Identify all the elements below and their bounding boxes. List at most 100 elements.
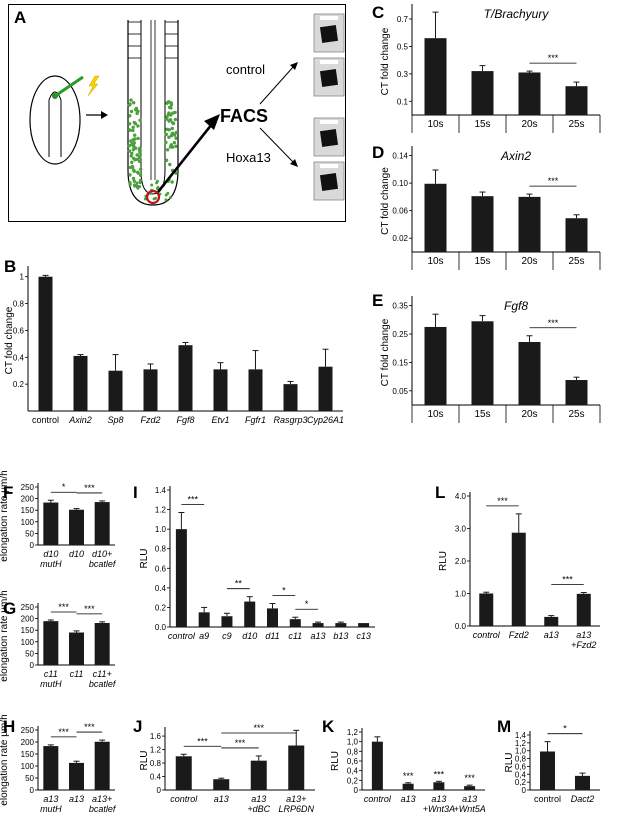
y-tick-label: 1.0 [155, 525, 167, 534]
x-tick-label: d10 [69, 549, 84, 559]
y-tick-label: 0 [30, 786, 35, 795]
microarray-chips [313, 13, 345, 201]
bar [221, 616, 233, 627]
bar [575, 775, 590, 790]
y-tick-label: 0.7 [397, 15, 409, 24]
x-tick-label: a13+ [286, 794, 306, 804]
x-tick-label: b13 [333, 631, 348, 641]
y-tick-label: 0,4 [515, 770, 527, 779]
x-tick-label: c11 [70, 669, 84, 679]
bar [248, 369, 263, 411]
bar [43, 502, 59, 545]
x-tick-label: LRP6DN [278, 804, 314, 814]
significance-label: *** [253, 723, 264, 733]
x-tick-label: Fgf8 [176, 415, 194, 425]
x-tick-label: c11 [44, 669, 58, 679]
y-axis-label: elongation rate µm/h [0, 470, 10, 561]
y-tick-label: 0,6 [515, 762, 527, 771]
x-tick-label: d10 [242, 631, 257, 641]
bar [312, 623, 324, 627]
x-tick-label: a13 [431, 794, 446, 804]
x-tick-label: mutH [40, 804, 62, 814]
significance-label: *** [58, 727, 69, 737]
significance-label: *** [84, 483, 95, 493]
bar [198, 612, 210, 627]
notochord [150, 20, 156, 180]
x-tick-label: 25s [568, 409, 584, 420]
y-tick-label: 100 [21, 638, 35, 647]
panel-letter: K [322, 717, 335, 736]
x-tick-label: +Wnt5A [453, 804, 485, 814]
bar [518, 196, 541, 252]
control-label: control [226, 62, 266, 77]
x-tick-label: +Fzd2 [571, 640, 596, 650]
y-tick-label: 0.14 [392, 152, 408, 161]
bar [424, 183, 447, 252]
bar [43, 746, 59, 790]
panel-letter: H [3, 717, 15, 736]
y-tick-label: 0.8 [13, 300, 25, 309]
y-tick-label: 250 [21, 603, 35, 612]
bar [43, 621, 59, 665]
bar [69, 509, 84, 545]
y-axis-label: elongation rate µm/h [0, 714, 10, 805]
x-tick-label: +Wnt3A [423, 804, 455, 814]
chart-title: Fgf8 [504, 299, 528, 313]
panel-letter: C [372, 3, 384, 22]
y-tick-label: 1.4 [155, 486, 167, 495]
x-tick-label: Fzd2 [509, 630, 529, 640]
arrow-to-facs [156, 123, 214, 193]
significance-label: *** [188, 495, 199, 505]
bar [69, 632, 84, 665]
x-tick-label: control [32, 415, 59, 425]
bar [94, 741, 110, 790]
significance-label: *** [235, 738, 246, 748]
y-tick-label: 0.15 [392, 358, 408, 367]
y-tick-label: 0.4 [150, 773, 162, 782]
y-tick-label: 1,0 [347, 738, 359, 747]
embryo-oval [29, 75, 81, 165]
y-tick-label: 50 [25, 774, 34, 783]
chart-c: C 0.1 0.3 0.5 0.7 CT fold change T/Brachyury 10… [372, 3, 601, 133]
x-tick-label: control [534, 794, 561, 804]
y-tick-label: 0.25 [392, 330, 408, 339]
y-tick-label: 0 [157, 786, 162, 795]
bar [143, 369, 158, 411]
panel-letter: L [435, 483, 445, 502]
significance-label: *** [562, 575, 573, 585]
hoxa13-label: Hoxa13 [226, 150, 271, 165]
y-tick-label: 0 [354, 786, 359, 795]
bar [424, 38, 447, 115]
x-tick-label: control [168, 631, 196, 641]
bar [511, 532, 526, 626]
x-tick-label: Axin2 [68, 415, 92, 425]
y-tick-label: 0,6 [347, 757, 359, 766]
y-tick-label: 0.0 [455, 622, 467, 631]
embryo-body [48, 91, 62, 157]
bar [471, 71, 494, 115]
y-axis-label: RLU [438, 551, 449, 571]
y-tick-label: 100 [21, 762, 35, 771]
y-tick-label: 0.3 [397, 70, 409, 79]
y-tick-label: 1.0 [455, 590, 467, 599]
arrow-hoxa13 [259, 127, 295, 164]
arrow-control-head [290, 62, 298, 70]
y-axis-label: CT fold change [380, 318, 391, 386]
y-axis-label: RLU [330, 751, 341, 771]
bar [108, 370, 123, 411]
bar [288, 745, 305, 790]
x-tick-label: c9 [222, 631, 232, 641]
x-tick-label: d10+ [92, 549, 112, 559]
bar [94, 502, 110, 545]
bar [358, 623, 370, 627]
panel-a-frame [8, 4, 346, 222]
y-axis-label: CT fold change [4, 306, 15, 374]
y-tick-label: 50 [25, 649, 34, 658]
arrow-to-facs-head [204, 114, 220, 130]
bar [518, 72, 541, 115]
facs-label: FACS [220, 106, 269, 126]
y-tick-label: 0.6 [155, 564, 167, 573]
